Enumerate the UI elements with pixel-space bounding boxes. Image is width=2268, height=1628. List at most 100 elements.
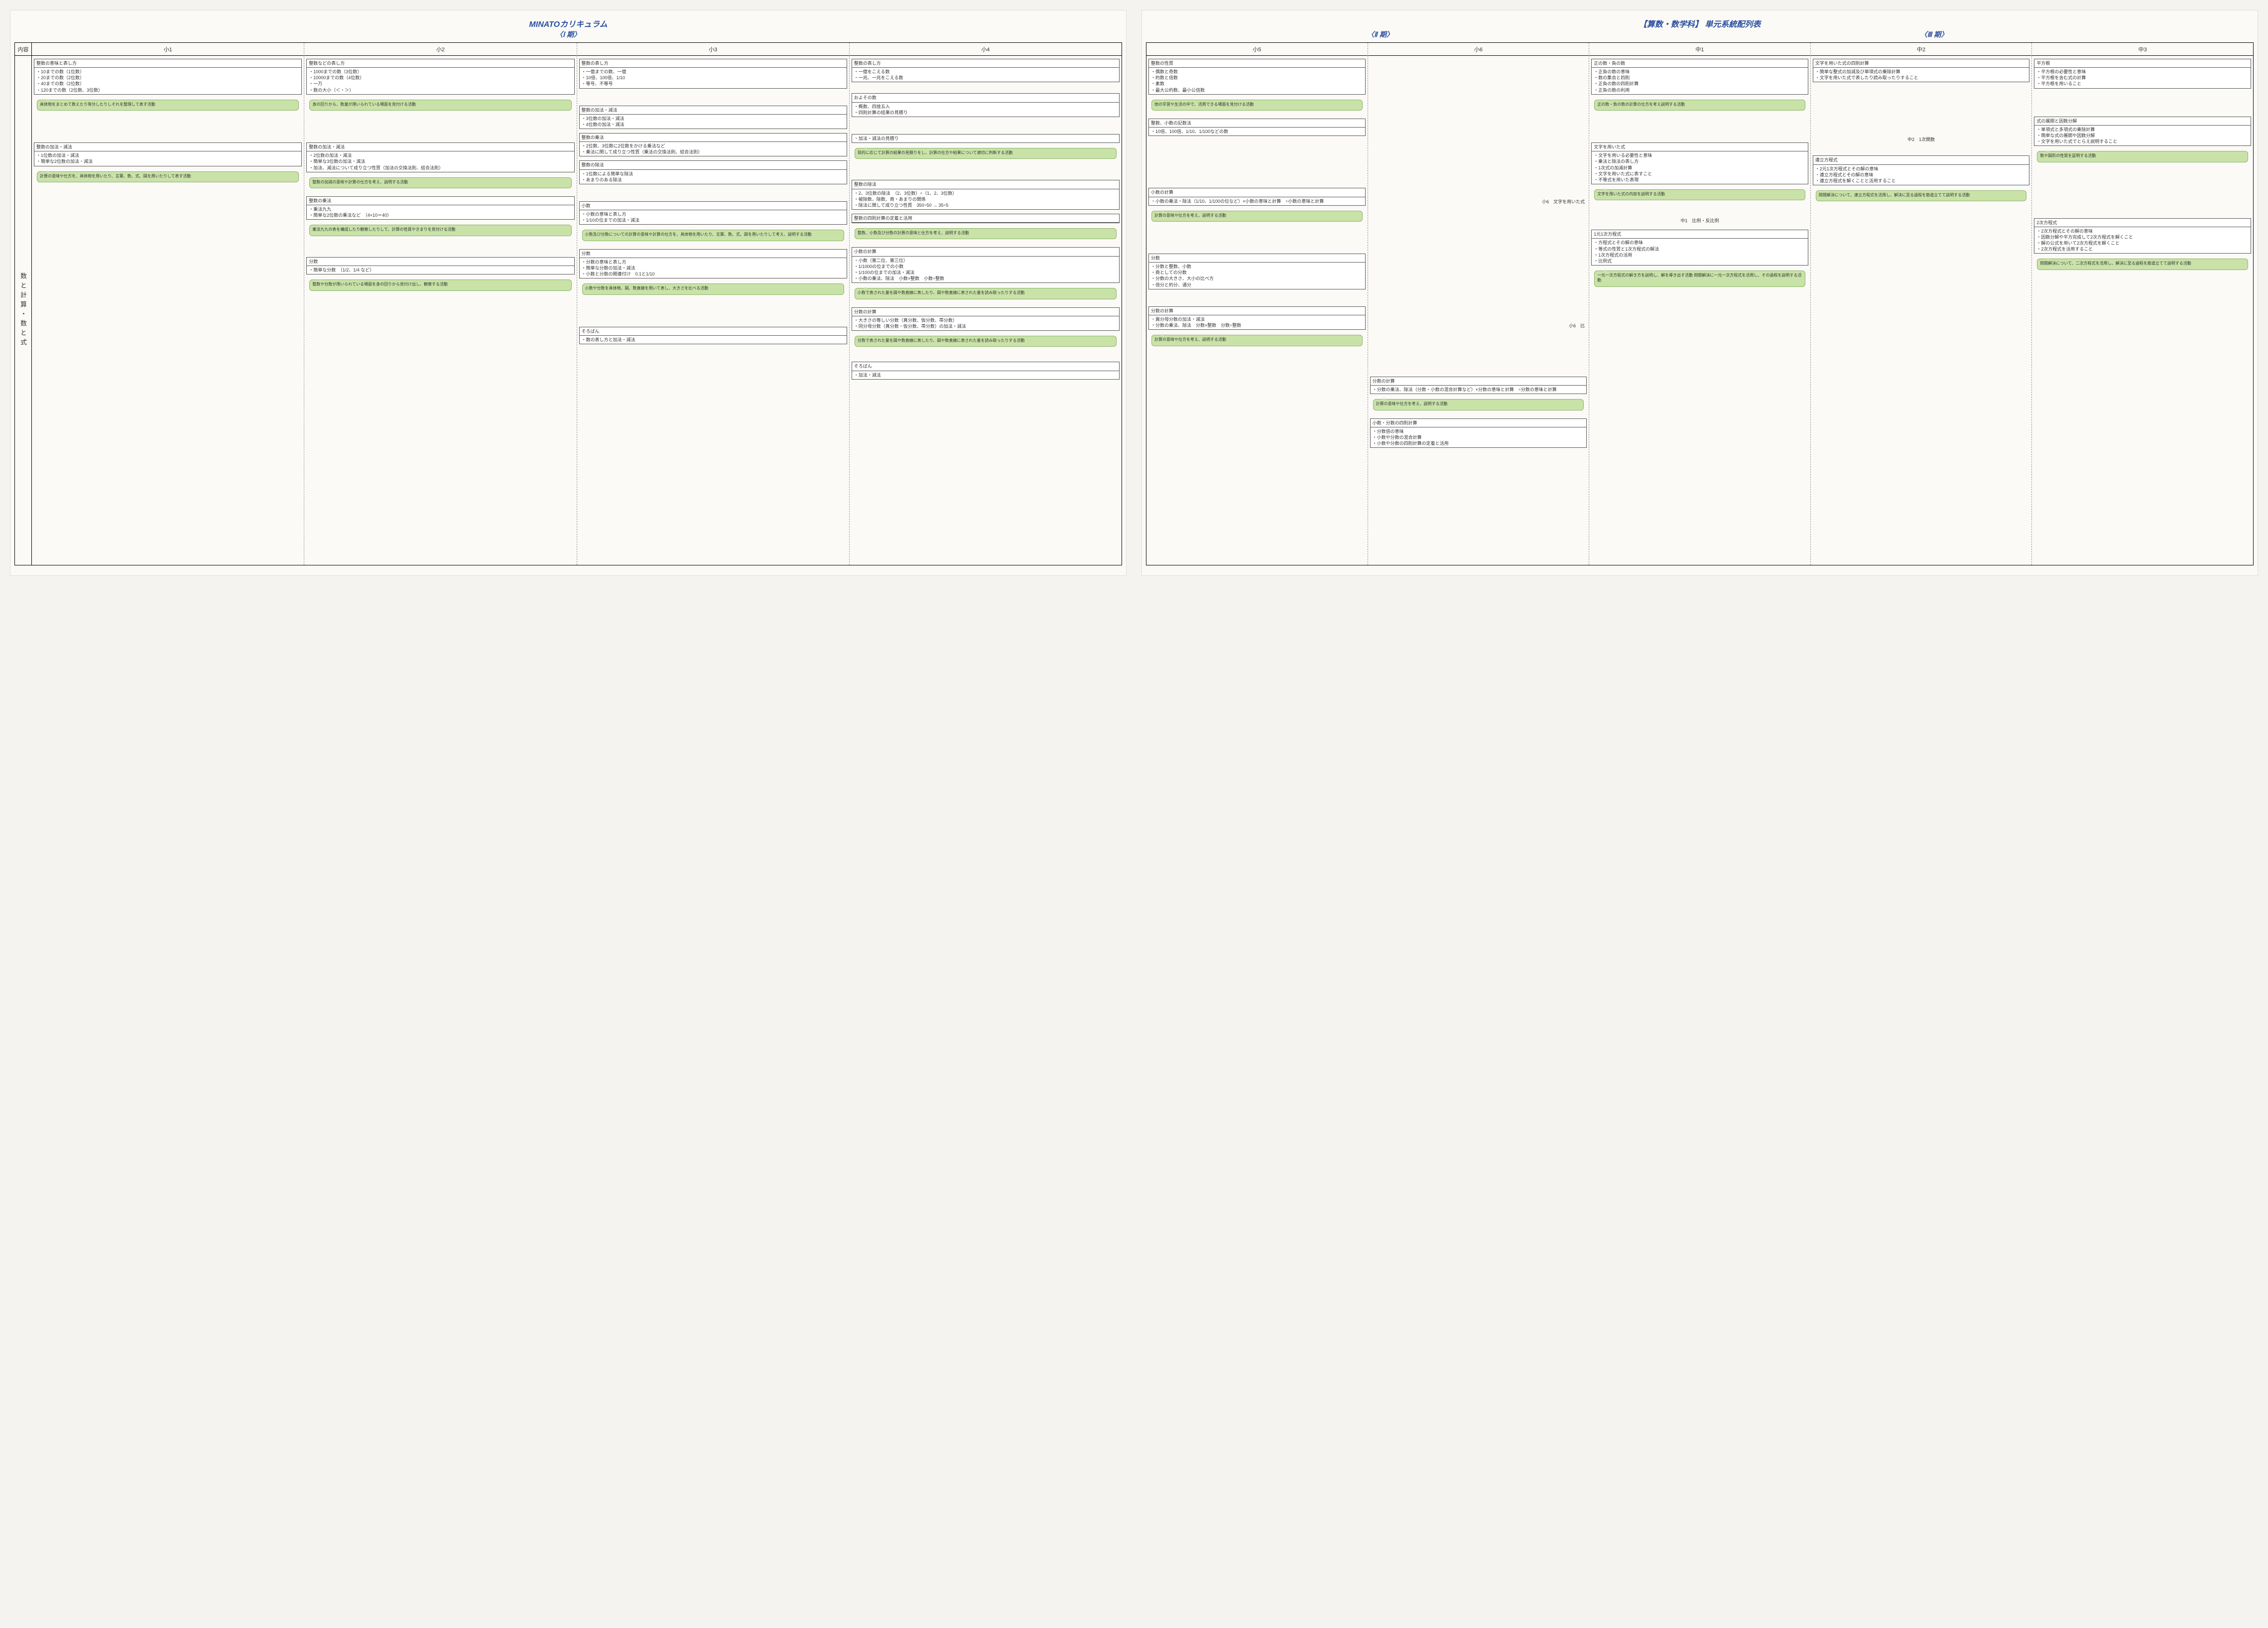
- unit-body: 2、3位数の除法 （2、3位数）÷（1、2、3位数）被除数、除数、商・あまりの関…: [852, 189, 1119, 209]
- unit-title: 整数の乗法: [307, 197, 574, 205]
- unit-box: 整数の乗法乗法九九簡単な2位数の乗法など （4×10＝40）: [306, 196, 574, 220]
- callout: 一元一次方程式の解き方を説明し、解を導き出す活動 問題解決に一元一次方程式を活用…: [1594, 271, 1805, 287]
- unit-box: 整数などの表し方1000までの数（3位数）10000までの数（4位数）一万数の大…: [306, 59, 574, 95]
- unit-body: 数の表し方と加法・減法: [580, 336, 847, 344]
- unit-item: 概数、四捨五入: [854, 104, 1117, 110]
- col-head: 小5: [1146, 43, 1368, 56]
- unit-item: 平方根を含む式の計算: [2036, 75, 2249, 81]
- callout: 小数で表された量を図や数直線に表したり、図や数直線に表された量を読み取ったりする…: [855, 288, 1117, 299]
- unit-item: 約数と倍数: [1151, 75, 1363, 81]
- unit-item: 連立方程式を解くことと活用すること: [1815, 178, 2027, 184]
- unit-item: 方程式とその解の意味: [1594, 240, 1806, 246]
- callout: 計算の意味や仕方を考え、説明する活動: [1151, 335, 1363, 346]
- unit-box: 整数の意味と表し方10までの数（1位数）20までの数（2位数）40までの数（2位…: [34, 59, 302, 95]
- col-head: 中3: [2032, 43, 2253, 56]
- unit-box: 小数小数の意味と表し方1/10の位までの加法・減法: [579, 201, 847, 225]
- callout: 具体物をまとめて数えたり等分したりしそれを整理して表す活動: [37, 100, 299, 111]
- unit-item: 小数と分数の関連付け 0.1と1/10: [582, 271, 845, 277]
- unit-title: 式の展開と因数分解: [2034, 117, 2251, 126]
- unit-box: 整数の乗法2位数、3位数に2位数をかける乗法など乗法に関して成り立つ性質（乗法の…: [579, 133, 847, 156]
- unit-item: 分数の乗法、除法 分数×整数 分数÷整数: [1151, 322, 1363, 328]
- unit-item: 等式の性質と1次方程式の解法: [1594, 246, 1806, 252]
- col-head: 小2: [304, 43, 576, 56]
- unit-item: 乗法と除法の表し方: [1594, 158, 1806, 164]
- unit-body: 2次方程式とその解の意味因数分解や平方完成して2次方程式を解くこと解の公式を用い…: [2034, 227, 2251, 254]
- col-c1: 中1 正の数・負の数正負の数の意味数の集合と四則正負の数の四則計算正負の数の利用…: [1589, 43, 1811, 565]
- unit-item: 解の公式を用いて2次方程式を解くこと: [2036, 240, 2249, 246]
- unit-item: 1位数の加法・減法: [36, 152, 299, 158]
- col-s4: 小4 整数の表し方一億をこえる数一兆、一兆をこえる数およその数概数、四捨五入四則…: [850, 43, 1122, 565]
- callout: 身の回りから、数量が用いられている場面を見付ける活動: [309, 100, 571, 111]
- unit-item: 1次式の加減計算: [1594, 165, 1806, 171]
- col-s6: 小6 小6 文字を用いた式小6 比分数の計算分数の乗法、除法（分数・小数の混合計…: [1368, 43, 1590, 565]
- unit-title: 整数などの表し方: [307, 59, 574, 68]
- unit-box: 整数の表し方一億をこえる数一兆、一兆をこえる数: [852, 59, 1120, 82]
- unit-body: 小数の意味と表し方1/10の位までの加法・減法: [580, 210, 847, 224]
- unit-body: 1位数による簡単な除法あまりのある除法: [580, 170, 847, 184]
- unit-item: 簡単な3位数の加法・減法: [309, 158, 572, 164]
- unit-item: 1000までの数（3位数）: [309, 69, 572, 75]
- unit-body: 3位数の加法・減法4位数の加法・減法: [580, 115, 847, 129]
- unit-body: 2位数、3位数に2位数をかける乗法など乗法に関して成り立つ性質（乗法の交換法則、…: [580, 142, 847, 156]
- unit-body: 簡単な整式の加減及び単項式の乗除計算文字を用いた式で表したり読み取ったりすること: [1813, 68, 2029, 82]
- unit-item: 異分母分数の加法・減法: [1151, 316, 1363, 322]
- unit-body: 大きさの等しい分数（真分数、仮分数、帯分数）同分母分数（真分数・仮分数、帯分数）…: [852, 316, 1119, 330]
- callout: 正の数・負の数の計算の仕方を考え説明する活動: [1594, 100, 1805, 111]
- unit-title: 1元1次方程式: [1592, 230, 1808, 239]
- unit-body: 文字を用いる必要性と意味乗法と除法の表し方1次式の加減計算文字を用いた式に表すこ…: [1592, 151, 1808, 184]
- unit-title: 整数の除法: [852, 180, 1119, 189]
- col-head: 小3: [577, 43, 849, 56]
- unit-box: 平方根平方根の必要性と意味平方根を含む式の計算平方根を用いること: [2034, 59, 2251, 89]
- unit-title: 分数の計算: [1371, 377, 1587, 386]
- unit-body: 正負の数の意味数の集合と四則正負の数の四則計算正負の数の利用: [1592, 68, 1808, 94]
- unit-body: 乗法九九簡単な2位数の乗法など （4×10＝40）: [307, 205, 574, 219]
- unit-box: 文字を用いた式の四則計算簡単な整式の加減及び単項式の乗除計算文字を用いた式で表し…: [1813, 59, 2030, 82]
- unit-body: 加法・減法の見積り: [852, 135, 1119, 142]
- unit-item: 文字を用いた式で表したり読み取ったりすること: [1815, 75, 2027, 81]
- unit-item: 正負の数の利用: [1594, 87, 1806, 93]
- unit-body: 分数と整数、小数商としての分数分数の大きさ、大小の比べ方倍分と約分、通分: [1149, 263, 1365, 289]
- col-head: 小4: [850, 43, 1122, 56]
- unit-item: 一兆、一兆をこえる数: [854, 75, 1117, 81]
- col-body: 小6 文字を用いた式小6 比分数の計算分数の乗法、除法（分数・小数の混合計算など…: [1368, 56, 1589, 565]
- unit-item: 同分母分数（真分数・仮分数、帯分数）の加法・減法: [854, 323, 1117, 329]
- plain-label: 中2 1次関数: [1813, 136, 2030, 142]
- unit-item: 簡単な2位数の乗法など （4×10＝40）: [309, 212, 572, 218]
- unit-body: 平方根の必要性と意味平方根を含む式の計算平方根を用いること: [2034, 68, 2251, 88]
- unit-item: 2次方程式とその解の意味: [2036, 228, 2249, 234]
- col-c2: 中2 文字を用いた式の四則計算簡単な整式の加減及び単項式の乗除計算文字を用いた式…: [1811, 43, 2032, 565]
- callout: 乗法九九の表を構成したり観察したりして、計算の性質やきまりを見付ける活動: [309, 225, 571, 236]
- callout: 計算の意味や仕方を考え、説明する活動: [1151, 211, 1363, 222]
- unit-item: 素数: [1151, 81, 1363, 87]
- unit-body: 2元1次方程式とその解の意味連立方程式とその解の意味連立方程式を解くことと活用す…: [1813, 165, 2029, 185]
- unit-title: 文字を用いた式の四則計算: [1813, 59, 2029, 68]
- unit-item: 平方根を用いること: [2036, 81, 2249, 87]
- side-label: 小6 比: [1370, 322, 1587, 329]
- col-s1: 小1 整数の意味と表し方10までの数（1位数）20までの数（2位数）40までの数…: [32, 43, 304, 565]
- unit-title: 連立方程式: [1813, 156, 2029, 164]
- unit-item: 小数の乗法・除法（1/10、1/100の位など）×小数の意味と計算 ÷小数の意味…: [1151, 198, 1363, 204]
- unit-item: 分数倍の意味: [1373, 428, 1585, 434]
- unit-box: 整数の性質偶数と奇数約数と倍数素数最大公約数、最小公倍数: [1148, 59, 1366, 95]
- unit-item: 小数の意味と表し方: [582, 211, 845, 217]
- unit-body: 分数倍の意味小数や分数の混合計算小数や分数の四則計算の定着と活用: [1371, 427, 1587, 447]
- right-grid: 小5 整数の性質偶数と奇数約数と倍数素数最大公約数、最小公倍数他の学習や生活の中…: [1146, 42, 2254, 565]
- unit-item: 加法・減法: [854, 372, 1117, 378]
- col-head: 中2: [1811, 43, 2032, 56]
- unit-body: 一億までの数、一億10倍、100倍、1/10等号、不等号: [580, 68, 847, 88]
- unit-item: 簡単な分数の加法・減法: [582, 265, 845, 271]
- unit-item: 3位数の加法・減法: [582, 116, 845, 122]
- unit-item: 分数の意味と表し方: [582, 259, 845, 265]
- unit-item: 小数の乗法、除法 小数×整数 小数÷整数: [854, 275, 1117, 281]
- col-head: 小6: [1368, 43, 1589, 56]
- unit-box: 整数の加法・減法1位数の加法・減法簡単な2位数の加法・減法: [34, 142, 302, 166]
- callout: 分数で表された量を図や数直線に表したり、図や数直線に表された量を読み取ったりする…: [855, 336, 1117, 347]
- unit-body: 10までの数（1位数）20までの数（2位数）40までの数（2位数）120までの数…: [34, 68, 301, 94]
- unit-body: 分数の乗法、除法（分数・小数の混合計算など）×分数の意味と計算 ÷分数の意味と計…: [1371, 386, 1587, 394]
- page-left: MINATOカリキュラム 〈Ⅰ 期〉 内容 数と計算・数と式 小1 整数の意味と…: [10, 10, 1127, 576]
- unit-title: そろばん: [852, 362, 1119, 371]
- unit-body: 簡単な分数 （1/2、1/4 など）: [307, 266, 574, 274]
- unit-item: 平方根の必要性と意味: [2036, 69, 2249, 75]
- col-c3: 中3 平方根平方根の必要性と意味平方根を含む式の計算平方根を用いること式の展開と…: [2032, 43, 2254, 565]
- unit-item: 小数や分数の四則計算の定着と活用: [1373, 440, 1585, 446]
